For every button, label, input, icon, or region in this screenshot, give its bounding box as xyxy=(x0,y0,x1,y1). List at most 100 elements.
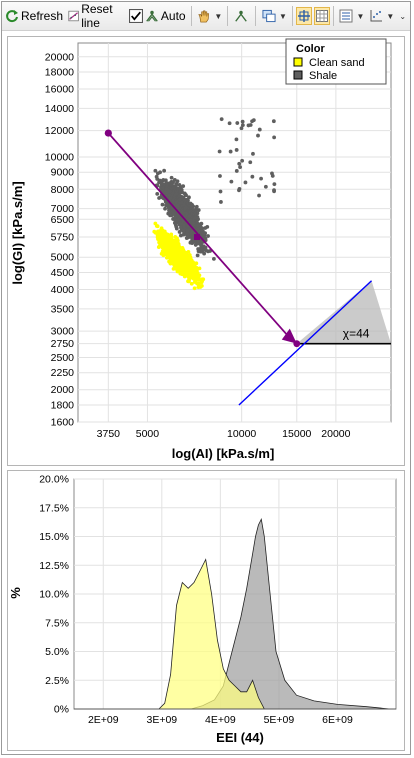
scatter-point xyxy=(155,191,160,196)
scatter-point xyxy=(164,255,169,260)
y-tick-label: 8000 xyxy=(51,184,75,196)
scatter-point xyxy=(211,256,216,261)
scatter-point xyxy=(272,135,277,140)
cluster-icon xyxy=(235,10,247,22)
scatter-point xyxy=(182,223,186,228)
scatter-point xyxy=(206,234,210,238)
scatter-point xyxy=(187,214,192,218)
plot-area xyxy=(77,42,392,423)
scatter-point xyxy=(203,245,208,250)
scatter-point xyxy=(240,119,245,124)
grid-icon xyxy=(315,10,328,22)
scatter-point xyxy=(186,279,190,284)
y-tick-label: 2000 xyxy=(51,384,75,396)
dropdown-arrow-icon[interactable]: ▼ xyxy=(214,11,223,21)
scatter-point xyxy=(171,186,176,191)
dropdown-arrow-icon[interactable]: ▼ xyxy=(356,11,365,21)
scatter-point xyxy=(189,281,194,286)
reset-line-button[interactable]: Reset line xyxy=(66,2,126,30)
scatter-point xyxy=(160,181,165,186)
scatter-point xyxy=(177,182,182,187)
scatter-point xyxy=(237,161,242,166)
scatter-point xyxy=(196,208,201,212)
scatter-point xyxy=(189,203,194,208)
x-tick-label: 3E+09 xyxy=(146,714,177,726)
scatter-point xyxy=(153,221,158,226)
legend-label-clean-sand: Clean sand xyxy=(309,57,365,69)
scatter-point xyxy=(251,151,255,156)
checkbox-checked-icon[interactable] xyxy=(128,9,143,23)
scatter-point xyxy=(200,279,204,284)
refresh-button[interactable]: Refresh xyxy=(3,5,65,27)
scatter-point xyxy=(175,203,180,208)
scatter-point xyxy=(204,248,209,253)
reset-line-label: Reset line xyxy=(81,2,113,30)
overflow-chevron-icon[interactable]: ⌄ xyxy=(399,11,407,21)
scatter-point xyxy=(163,206,167,211)
y-tick-label: 6500 xyxy=(51,214,75,226)
toolbar-separator xyxy=(190,6,192,26)
scatter-point xyxy=(153,168,158,173)
y-tick-label: 4500 xyxy=(51,267,75,279)
line-handle-end[interactable] xyxy=(293,340,301,348)
legend-swatch-clean-sand xyxy=(293,57,303,67)
chart-options-button[interactable]: ▼ xyxy=(337,5,366,27)
cluster-tool-button[interactable] xyxy=(232,5,252,27)
scatter-point xyxy=(177,230,182,234)
scatter-point xyxy=(173,234,178,239)
scatter-point xyxy=(271,119,276,124)
eei-histogram-chart[interactable]: 0%2.5%5.0%7.5%10.0%12.5%15.0%17.5%20.0% … xyxy=(8,471,404,750)
auto-toggle[interactable]: Auto xyxy=(127,5,188,27)
scatter-point xyxy=(185,228,190,233)
hand-icon xyxy=(198,10,210,23)
scatter-point xyxy=(202,251,207,256)
scatter-point xyxy=(174,181,179,186)
scatter-point xyxy=(174,218,179,223)
scatter-point xyxy=(182,191,187,196)
grid-toggle[interactable] xyxy=(313,7,330,25)
y-tick-label: 2500 xyxy=(51,352,75,364)
scatter-point xyxy=(169,175,174,180)
y-tick-label: 15.0% xyxy=(39,531,69,543)
y-tick-label: 10000 xyxy=(45,152,74,164)
y-tick-label: 12000 xyxy=(45,125,74,137)
scatter-point xyxy=(156,233,161,238)
scatter-point xyxy=(175,269,180,274)
scatter-point xyxy=(177,197,182,202)
scatter-point xyxy=(179,200,184,205)
scatter-point xyxy=(197,281,201,286)
pan-tool-button[interactable]: ▼ xyxy=(195,5,224,27)
scatter-point xyxy=(168,240,173,245)
toolbar-separator xyxy=(291,6,293,26)
toolbar-overflow-button[interactable]: ⌄ xyxy=(396,5,408,27)
scatter-point xyxy=(160,202,165,207)
crossplot-panel: 1600 1800 2000 2250 2500 2750 3000 3500 4000 4500… xyxy=(7,36,405,466)
scatter-point xyxy=(201,231,206,236)
y-tick-label: 2750 xyxy=(51,338,75,350)
window-layout-icon xyxy=(262,9,276,23)
y-tick-label: 9000 xyxy=(51,167,75,179)
scatter-point xyxy=(240,158,245,163)
scatter-point xyxy=(193,211,197,215)
y-tick-label: 5750 xyxy=(51,232,75,244)
crosshair-toggle[interactable] xyxy=(295,7,312,25)
y-tick-label: 7000 xyxy=(51,203,75,215)
line-handle-mid[interactable] xyxy=(194,234,201,241)
scatter-point xyxy=(162,233,166,238)
window-layout-button[interactable]: ▼ xyxy=(260,5,289,27)
scatter-point xyxy=(158,170,163,175)
dropdown-arrow-icon[interactable]: ▼ xyxy=(278,11,287,21)
scatter-point xyxy=(181,184,186,189)
y-tick-label: 3000 xyxy=(51,326,75,338)
legend: Color Clean sand Shale xyxy=(285,38,387,85)
scatter-point xyxy=(270,171,274,176)
dropdown-arrow-icon[interactable]: ▼ xyxy=(386,11,395,21)
axes-options-button[interactable]: ▼ xyxy=(367,5,396,27)
scatter-point xyxy=(170,181,174,186)
line-handle-start[interactable] xyxy=(104,129,112,137)
eei-axis-line[interactable] xyxy=(238,280,373,406)
scatter-point xyxy=(199,226,204,230)
scatter-point xyxy=(178,189,183,194)
scatter-point xyxy=(243,180,248,185)
